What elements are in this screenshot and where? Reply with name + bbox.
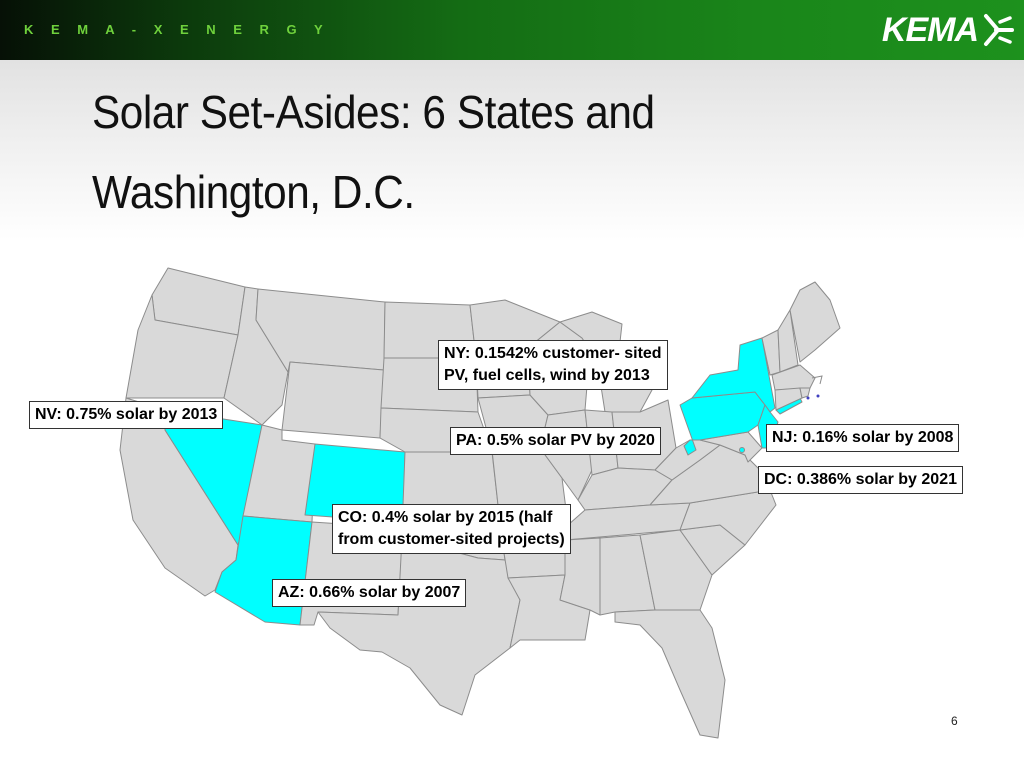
logo-text: KEMA bbox=[881, 10, 979, 49]
callout-az: AZ: 0.66% solar by 2007 bbox=[272, 579, 467, 607]
state-ri bbox=[799, 387, 811, 399]
kema-logo: KEMA bbox=[882, 6, 1014, 54]
state-me bbox=[789, 281, 841, 363]
callout-co-line2: from customer-sited projects) bbox=[338, 531, 565, 548]
title-line-2: Washington, D.C. bbox=[92, 166, 415, 218]
callout-nj: NJ: 0.16% solar by 2008 bbox=[766, 424, 960, 452]
header-bar: K E M A - X E N E R G Y KEMA bbox=[0, 0, 1024, 60]
state-fl bbox=[614, 609, 726, 739]
logo-mark-icon bbox=[984, 14, 1014, 46]
cape-cod bbox=[811, 375, 823, 385]
callout-pa: PA: 0.5% solar PV by 2020 bbox=[450, 427, 661, 455]
callout-ny: NY: 0.1542% customer- sited PV, fuel cel… bbox=[438, 340, 668, 390]
callout-nv: NV: 0.75% solar by 2013 bbox=[29, 401, 224, 429]
callout-co-line1: CO: 0.4% solar by 2015 (half bbox=[338, 509, 553, 526]
slide-title: Solar Set-Asides: 6 States and Washingto… bbox=[92, 72, 736, 232]
state-ma bbox=[771, 364, 816, 391]
state-ny bbox=[691, 337, 776, 413]
island-marker bbox=[816, 394, 820, 398]
company-tagline: K E M A - X E N E R G Y bbox=[24, 22, 330, 37]
state-ks bbox=[402, 451, 499, 506]
page-number: 6 bbox=[951, 714, 958, 728]
state-dc bbox=[739, 447, 745, 453]
callout-ny-line2: PV, fuel cells, wind by 2013 bbox=[444, 367, 650, 384]
callout-dc: DC: 0.386% solar by 2021 bbox=[758, 466, 963, 494]
callout-co: CO: 0.4% solar by 2015 (half from custom… bbox=[332, 504, 571, 554]
title-line-1: Solar Set-Asides: 6 States and bbox=[92, 86, 655, 138]
state-tx bbox=[317, 517, 521, 716]
state-nh bbox=[777, 309, 799, 373]
island-marker bbox=[806, 396, 810, 400]
state-wy bbox=[281, 361, 385, 439]
callout-ny-line1: NY: 0.1542% customer- sited bbox=[444, 345, 662, 362]
